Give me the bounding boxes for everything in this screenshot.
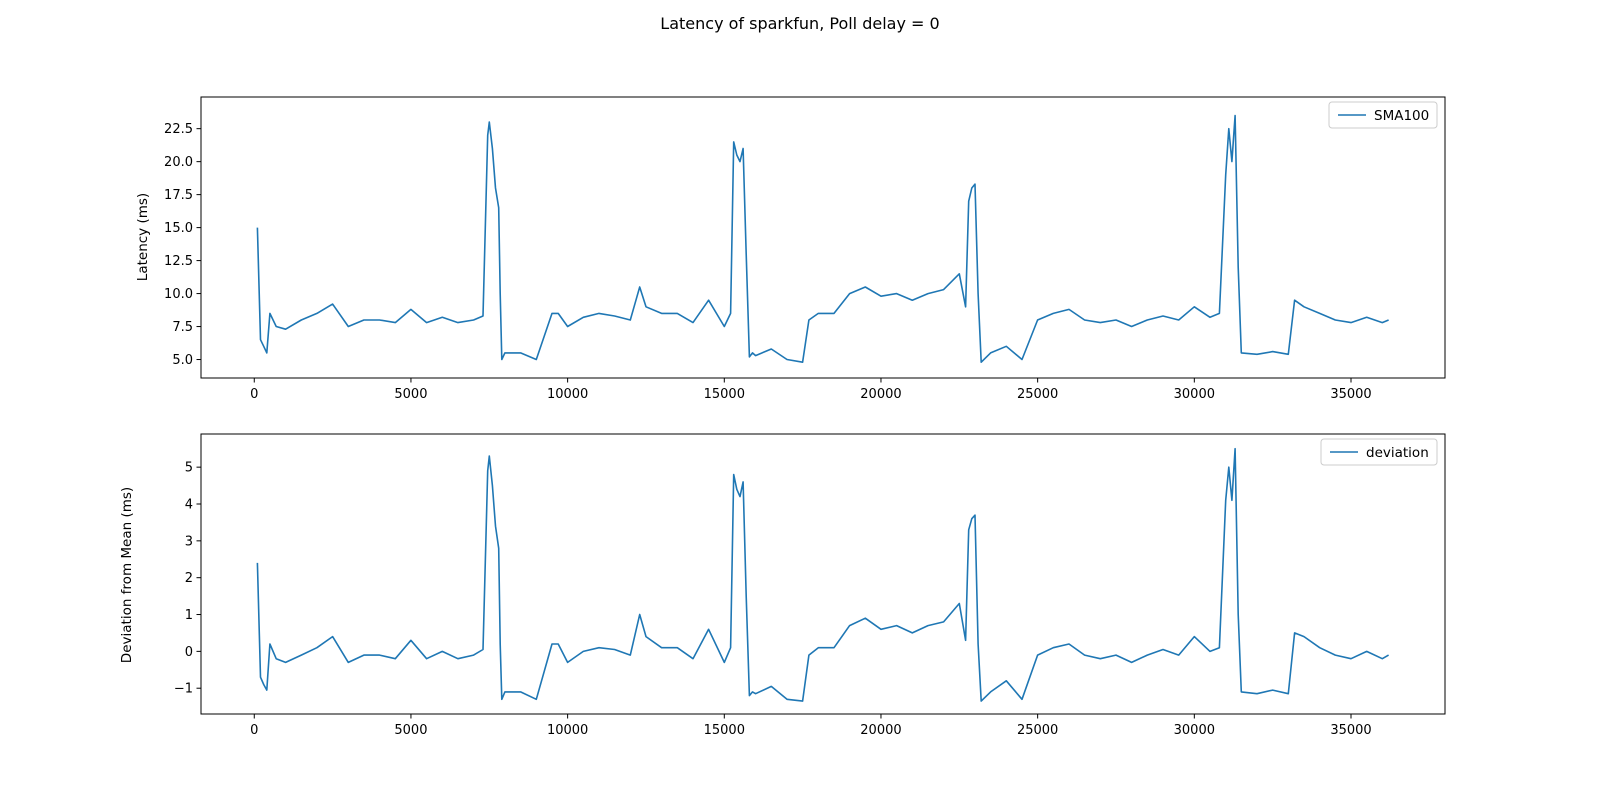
bottom-legend-label: deviation xyxy=(1366,445,1429,461)
top-legend-label: SMA100 xyxy=(1374,108,1429,124)
top-chart-ylabel: Latency (ms) xyxy=(135,193,151,281)
bottom-legend-box xyxy=(1320,438,1438,466)
top-xtick-label: 25000 xyxy=(1017,387,1058,402)
bottom-xtick-label: 10000 xyxy=(547,723,588,738)
bottom-ytick-label: 4 xyxy=(185,498,193,513)
bottom-xtick-label: 25000 xyxy=(1017,723,1058,738)
top-xtick-label: 30000 xyxy=(1174,387,1215,402)
bottom-xtick-label: 20000 xyxy=(860,723,901,738)
figure-title: Latency of sparkfun, Poll delay = 0 xyxy=(660,14,939,33)
bottom-xtick-label: 35000 xyxy=(1330,723,1371,738)
bottom-xtick-label: 15000 xyxy=(704,723,745,738)
top-xtick-label: 15000 xyxy=(704,387,745,402)
top-ytick-label: 17.5 xyxy=(164,188,193,203)
top-xtick-label: 20000 xyxy=(860,387,901,402)
bottom-series-line-0 xyxy=(256,447,1389,702)
top-ytick-label: 12.5 xyxy=(164,254,193,269)
top-ytick-label: 20.0 xyxy=(164,155,193,170)
bottom-ytick-label: 0 xyxy=(185,645,193,660)
bottom-ytick-label: 5 xyxy=(185,461,193,476)
top-xtick-label: 0 xyxy=(250,387,258,402)
top-xtick-label: 35000 xyxy=(1330,387,1371,402)
top-legend: SMA100 xyxy=(1328,101,1438,129)
bottom-legend: deviation xyxy=(1320,438,1438,466)
top-xtick-label: 5000 xyxy=(394,387,427,402)
top-ytick-label: 5.0 xyxy=(172,353,193,368)
top-ytick-label: 7.5 xyxy=(172,320,193,335)
top-chart-latency: Latency (ms) 0 5000 10000 15000 20000 25000 30… xyxy=(135,96,1446,402)
top-axes-frame xyxy=(200,96,1446,379)
bottom-chart-ylabel: Deviation from Mean (ms) xyxy=(119,487,135,663)
bottom-xtick-label: 5000 xyxy=(394,723,427,738)
top-xtick-label: 10000 xyxy=(547,387,588,402)
bottom-ytick-label: 3 xyxy=(185,534,193,549)
bottom-ytick-label: 2 xyxy=(185,571,193,586)
bottom-ytick-label: −1 xyxy=(174,682,193,697)
top-legend-box xyxy=(1328,101,1438,129)
bottom-chart-deviation: Deviation from Mean (ms) 0 5000 10000 15000… xyxy=(119,433,1446,738)
top-ytick-label: 22.5 xyxy=(164,122,193,137)
top-series-line-0 xyxy=(256,114,1389,364)
top-ytick-label: 10.0 xyxy=(164,287,193,302)
bottom-axes-frame xyxy=(200,433,1446,715)
bottom-xtick-label: 30000 xyxy=(1174,723,1215,738)
bottom-ytick-label: 1 xyxy=(185,608,193,623)
bottom-xtick-label: 0 xyxy=(250,723,258,738)
top-ytick-label: 15.0 xyxy=(164,221,193,236)
